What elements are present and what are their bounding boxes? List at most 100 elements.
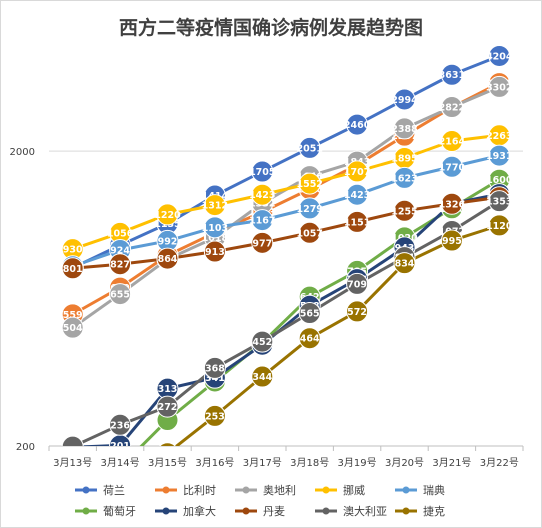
series-line-挪威 — [72, 133, 500, 251]
data-point — [298, 327, 321, 350]
data-label: 559 — [63, 310, 83, 321]
data-label: 2460 — [344, 120, 371, 131]
legend-item-奥地利: 奥地利 — [235, 483, 296, 497]
data-label: 1423 — [249, 190, 275, 201]
data-label: 1423 — [344, 190, 370, 201]
data-point — [346, 300, 369, 323]
legend-item-瑞典: 瑞典 — [395, 483, 445, 497]
data-point — [203, 240, 226, 263]
data-label: 834 — [395, 259, 415, 270]
series-line-比利时 — [71, 81, 500, 316]
data-point — [203, 404, 226, 427]
legend-swatch-marker — [82, 486, 90, 494]
data-label: 977 — [252, 238, 272, 249]
data-label: 452 — [252, 337, 272, 348]
data-point — [346, 113, 369, 136]
data-label: 201 — [110, 441, 130, 452]
x-tick-label: 3月14号 — [101, 457, 140, 469]
data-label: 3631 — [439, 70, 465, 81]
data-point — [298, 136, 321, 159]
data-point — [393, 117, 416, 140]
data-label: 913 — [205, 247, 225, 258]
legend-swatch-marker — [242, 486, 250, 494]
data-label: 504 — [63, 323, 83, 334]
data-point — [251, 160, 274, 183]
data-label: 1326 — [439, 199, 466, 210]
data-label: 344 — [252, 372, 272, 383]
data-point — [251, 209, 274, 232]
data-label: 1279 — [296, 204, 322, 215]
data-label: 2263 — [486, 131, 512, 142]
data-point — [346, 272, 369, 295]
legend-item-捷克: 捷克 — [395, 504, 445, 518]
data-point — [251, 231, 274, 254]
legend-label: 瑞典 — [423, 483, 445, 497]
data-point — [346, 210, 369, 233]
data-label: 864 — [158, 254, 178, 265]
data-point — [109, 413, 132, 436]
legend-label: 比利时 — [183, 484, 216, 497]
data-point — [346, 183, 369, 206]
data-point — [346, 160, 369, 183]
series-line-澳大利亚 — [72, 199, 501, 446]
series-line-瑞典 — [72, 154, 500, 268]
data-point — [440, 63, 463, 86]
data-label: 2388 — [391, 124, 418, 135]
data-label: 1623 — [391, 173, 417, 184]
data-label: 3302 — [486, 82, 512, 93]
data-point — [61, 257, 84, 280]
data-label: 1220 — [154, 210, 181, 221]
data-label: 2994 — [391, 95, 418, 106]
x-tick-label: 3月20号 — [385, 457, 424, 469]
data-label: 1255 — [391, 206, 417, 217]
legend-label: 荷兰 — [103, 484, 125, 497]
data-point — [61, 316, 84, 339]
legend-swatch-marker — [402, 507, 410, 515]
data-label: 4204 — [486, 51, 513, 62]
data-point — [251, 365, 274, 388]
data-point — [298, 221, 321, 244]
data-label: 655 — [110, 290, 130, 301]
data-label: 1770 — [439, 162, 466, 173]
data-point — [393, 252, 416, 275]
x-tick-label: 3月16号 — [195, 457, 234, 469]
legend-item-加拿大: 加拿大 — [155, 504, 216, 518]
legend-swatch-marker — [162, 507, 170, 515]
data-point — [488, 44, 511, 67]
data-point — [440, 130, 463, 153]
data-label: 464 — [300, 334, 320, 345]
legend-item-比利时: 比利时 — [155, 484, 216, 497]
legend-swatch-marker — [82, 507, 90, 515]
legend-label: 捷克 — [423, 504, 445, 518]
y-tick-label: 200 — [16, 442, 35, 453]
data-point — [298, 302, 321, 325]
data-label: 1312 — [202, 201, 228, 212]
data-point — [298, 197, 321, 220]
legend-swatch-marker — [162, 486, 170, 494]
y-tick-label: 2000 — [10, 147, 35, 158]
legend-label: 澳大利亚 — [343, 504, 387, 518]
data-label: 930 — [63, 245, 83, 256]
x-tick-label: 3月22号 — [480, 457, 519, 469]
data-point — [488, 144, 511, 167]
legend-item-丹麦: 丹麦 — [235, 505, 285, 518]
data-label: 827 — [110, 260, 130, 271]
data-point — [488, 75, 511, 98]
series-line-荷兰 — [72, 54, 500, 270]
series-line-葡萄牙 — [139, 178, 501, 446]
legend-swatch-marker — [322, 486, 330, 494]
data-point — [393, 166, 416, 189]
legend-swatch-marker — [322, 507, 330, 515]
legend-label: 挪威 — [343, 483, 365, 497]
x-tick-label: 3月21号 — [432, 457, 471, 469]
x-tick-label: 3月13号 — [53, 457, 92, 469]
data-label: 1600 — [486, 175, 513, 186]
data-label: 1552 — [296, 179, 322, 190]
data-label: 2051 — [296, 143, 322, 154]
data-point — [488, 190, 511, 213]
data-point — [109, 253, 132, 276]
legend-swatch-marker — [242, 507, 250, 515]
data-label: 1151 — [344, 217, 370, 228]
